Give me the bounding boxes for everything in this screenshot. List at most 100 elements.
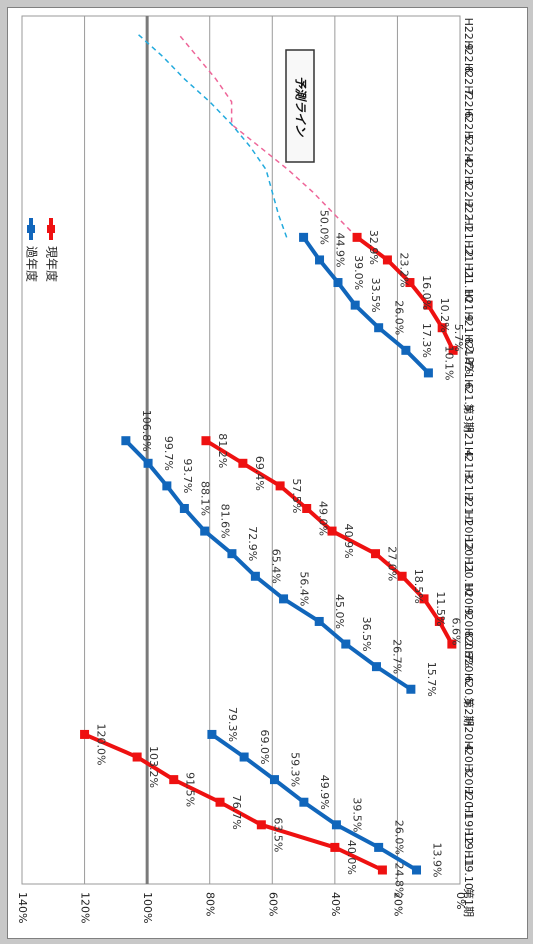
data-point (179, 503, 189, 513)
x-tick-label: H21.12 (462, 217, 475, 257)
data-label: 6.6% (449, 617, 462, 645)
data-label: 26.0% (393, 820, 406, 855)
y-tick-label: 140% (16, 892, 29, 923)
data-point (371, 662, 381, 672)
data-label: 39.5% (350, 797, 363, 832)
legend-label: 過年度 (25, 246, 40, 282)
data-point (239, 752, 249, 762)
data-label: 27.0% (386, 546, 399, 581)
data-point (256, 820, 266, 830)
data-label: 99.7% (162, 436, 175, 471)
data-point (200, 526, 210, 536)
y-tick-label: 20% (391, 892, 404, 916)
x-tick-label: H21.10 (462, 263, 475, 303)
data-point (341, 639, 351, 649)
data-label: 40.0% (345, 840, 358, 875)
x-tick-label: H20.1 (462, 786, 475, 819)
x-tick-label: H22.5 (462, 108, 475, 141)
x-tick-label: H21.5 (462, 379, 475, 412)
x-tick-label: H22.4 (462, 131, 475, 164)
data-label: 49.9% (318, 775, 331, 810)
data-label: 63.5% (271, 817, 284, 852)
data-point (302, 503, 312, 513)
y-tick-label: 120% (79, 892, 92, 923)
data-point (406, 684, 416, 694)
data-point (299, 232, 309, 242)
x-tick-label: H21.8 (462, 311, 475, 344)
data-point (423, 368, 433, 378)
data-label: 45.0% (333, 594, 346, 629)
data-label: 79.3% (226, 707, 239, 742)
data-label: 13.9% (431, 843, 444, 878)
x-tick-label: H21.4 (462, 424, 475, 457)
data-label: 59.3% (288, 752, 301, 787)
x-tick-label: H22.7 (462, 63, 475, 96)
data-label: 88.1% (198, 481, 211, 516)
data-label: 50.0% (318, 210, 331, 245)
x-tick-label: H22.3 (462, 153, 475, 186)
data-point (352, 232, 362, 242)
period-label: 第1期 (462, 888, 476, 917)
data-label: 10.2% (438, 298, 451, 333)
x-tick-label: H19.11 (462, 828, 475, 868)
data-point (269, 775, 279, 785)
data-point (275, 481, 285, 491)
data-point (207, 729, 217, 739)
data-point (333, 278, 343, 288)
data-label: 33.5% (369, 278, 382, 313)
data-point (143, 458, 153, 468)
data-label: 91.5% (184, 772, 197, 807)
data-point (350, 300, 360, 310)
forecast-annotation-box (285, 49, 315, 163)
forecast-line (177, 33, 358, 238)
data-label: 26.0% (393, 300, 406, 335)
data-label: 10.1% (442, 345, 455, 380)
x-tick-label: H19.12 (462, 805, 475, 845)
data-point (374, 842, 384, 852)
data-point (121, 436, 131, 446)
data-label: 49.0% (317, 501, 330, 536)
data-point (132, 752, 142, 762)
data-point (437, 323, 447, 333)
x-tick-label: 第3期 (462, 404, 476, 433)
data-point (314, 616, 324, 626)
data-label: 56.4% (298, 571, 311, 606)
x-tick-label: H21.11 (462, 240, 475, 280)
data-point (423, 300, 433, 310)
y-tick-label: 60% (266, 892, 279, 916)
data-label: 11.5% (434, 591, 447, 626)
data-point (447, 639, 457, 649)
data-point (327, 526, 337, 536)
data-point (374, 323, 384, 333)
data-point (169, 775, 179, 785)
x-tick-label: H22.9 (462, 18, 475, 51)
series-line (204, 438, 454, 646)
data-point (412, 865, 422, 875)
data-label: 5.7% (452, 324, 465, 352)
data-point (371, 549, 381, 559)
x-tick-label: H22.2 (462, 176, 475, 209)
x-tick-label: H20.11 (462, 534, 475, 574)
data-label: 81.2% (216, 433, 229, 468)
data-label: 40.9% (342, 524, 355, 559)
data-point (405, 278, 415, 288)
data-label: 18.5% (412, 569, 425, 604)
data-label: 36.5% (360, 617, 373, 652)
forecast-line (137, 33, 288, 238)
legend-label: 現年度 (45, 246, 60, 282)
data-label: 65.4% (269, 549, 282, 584)
data-label: 69.4% (253, 456, 266, 491)
data-point (448, 345, 458, 355)
data-point (250, 571, 260, 581)
x-tick-label: 第2期 (462, 697, 476, 726)
x-tick-label: H22.6 (462, 85, 475, 118)
legend-marker (47, 225, 55, 233)
data-label: 120.0% (95, 723, 108, 765)
x-tick-label: H21.3 (462, 447, 475, 480)
y-tick-label: 100% (141, 892, 154, 923)
data-label: 72.9% (246, 526, 259, 561)
data-label: 32.9% (367, 230, 380, 265)
data-point (315, 255, 325, 265)
x-tick-label: H20.3 (462, 741, 475, 774)
x-tick-label: H21.6 (462, 357, 475, 390)
